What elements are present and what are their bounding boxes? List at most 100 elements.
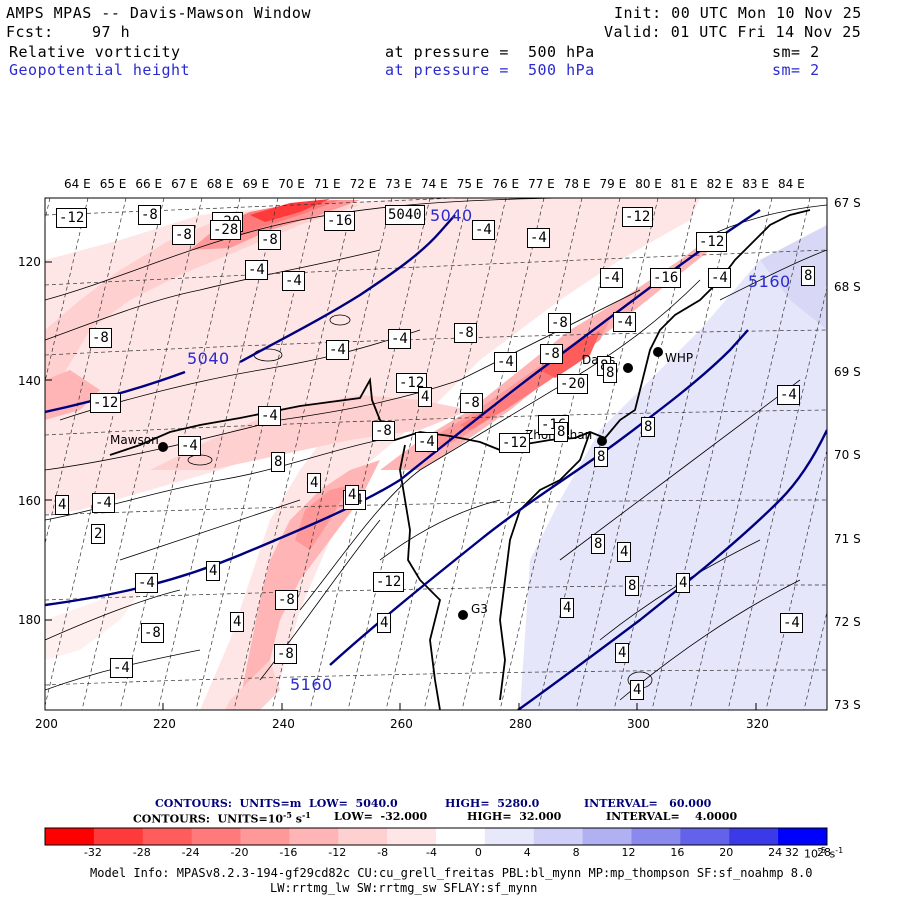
vorticity-value-label: -4 [245, 260, 268, 280]
colorbar-swatch [778, 828, 828, 845]
legend-vort-units-s: s [291, 812, 302, 826]
vorticity-value-label: -4 [472, 220, 495, 240]
colorbar-swatch [45, 828, 95, 845]
latitude-label: 70 S [834, 448, 861, 462]
longitude-label: 79 E [599, 177, 627, 191]
vorticity-value-label: -8 [141, 623, 164, 643]
legend-vort-units-exp: -5 [283, 810, 292, 820]
colorbar-tick-label: 24 [768, 846, 783, 859]
colorbar-tick-label: 4 [523, 846, 531, 859]
vorticity-value-label: -4 [494, 352, 517, 372]
colorbar-tick-label: 0 [474, 846, 482, 859]
vorticity-value-label: -4 [600, 268, 623, 288]
vorticity-value-label: -4 [92, 493, 115, 513]
x-tick-label: 240 [272, 717, 295, 731]
vorticity-value-label: 4 [617, 542, 632, 562]
vorticity-value-label: 4 [345, 485, 360, 505]
colorbar-swatch [191, 828, 241, 845]
longitude-label: 65 E [99, 177, 127, 191]
colorbar-tick-label: -4 [426, 846, 437, 859]
fcst-label: Fcst: [6, 23, 54, 41]
colorbar-swatch [142, 828, 193, 845]
field1-smoothing: sm= 2 [772, 43, 820, 61]
colorbar-unit-s: s [825, 847, 836, 861]
latitude-label: 72 S [834, 615, 861, 629]
y-tick-label: 180 [18, 613, 41, 627]
longitude-label: 83 E [742, 177, 769, 191]
vorticity-value-label: 5040 [385, 205, 425, 225]
vorticity-value-label: 4 [230, 612, 245, 632]
longitude-label: 75 E [456, 177, 484, 191]
station-zhongshan-marker[interactable] [597, 436, 607, 446]
field2-name: Geopotential height [9, 61, 191, 79]
vorticity-value-label: -4 [326, 340, 349, 360]
longitude-label: 80 E [635, 177, 662, 191]
field2-level: at pressure = 500 hPa [385, 61, 595, 79]
longitude-label: 74 E [421, 177, 448, 191]
colorbar-swatch [631, 828, 681, 845]
vorticity-value-label: -8 [454, 323, 477, 343]
colorbar-swatch [240, 828, 290, 845]
longitude-label: 68 E [206, 177, 234, 191]
colorbar-tick-label: -28 [132, 846, 151, 859]
latitude-label: 69 S [834, 365, 861, 379]
vorticity-value-label: -20 [557, 374, 589, 394]
station-g3-marker[interactable] [458, 610, 468, 620]
longitude-label: 76 E [492, 177, 520, 191]
station-mawson-marker[interactable] [158, 442, 168, 452]
legend-height-interval: INTERVAL= 60.000 [584, 797, 712, 810]
latitude-label: 67 S [834, 196, 861, 210]
longitude-label: 72 E [349, 177, 377, 191]
vorticity-value-label: 8 [594, 447, 609, 467]
longitude-label: 78 E [563, 177, 591, 191]
station-whp-marker[interactable] [653, 347, 663, 357]
longitude-label: 70 E [278, 177, 305, 191]
station-markers [158, 347, 663, 620]
init-time: Init: 00 UTC Mon 10 Nov 25 [614, 4, 862, 22]
vorticity-value-label: 4 [615, 643, 630, 663]
field2-smoothing: sm= 2 [772, 61, 820, 79]
vorticity-value-label: -4 [258, 406, 281, 426]
model-info-2: LW:rrtmg_lw SW:rrtmg_sw SFLAY:sf_mynn [270, 881, 538, 895]
legend-vort-contours: CONTOURS: UNITS=10-5 s-1 [133, 810, 311, 826]
colorbar-tick-label: 20 [719, 846, 734, 859]
longitude-label: 69 E [242, 177, 270, 191]
vorticity-value-label: -4 [178, 436, 201, 456]
fcst-value: 97 h [92, 23, 131, 41]
coastline [109, 209, 811, 710]
legend-vort-units-sexp: -1 [301, 810, 311, 820]
vorticity-value-label: -8 [540, 344, 563, 364]
vorticity-value-label: -8 [89, 328, 112, 348]
colorbar-tick-label: -12 [328, 846, 347, 859]
vorticity-value-label: -8 [275, 590, 298, 610]
station-davis-marker[interactable] [623, 363, 633, 373]
legend-vort-interval: INTERVAL= 4.0000 [606, 810, 738, 823]
vorticity-value-label: 4 [418, 387, 433, 407]
colorbar-tick-label: 12 [621, 846, 636, 859]
vorticity-value-label: -4 [110, 658, 133, 678]
longitude-label: 71 E [313, 177, 341, 191]
longitude-label: 84 E [778, 177, 805, 191]
legend-vort-high: HIGH= 32.000 [467, 810, 562, 823]
vorticity-value-label: 4 [377, 613, 392, 633]
vorticity-value-label: -28 [210, 220, 242, 240]
vorticity-value-label: -4 [415, 432, 438, 452]
vorticity-value-label: -16 [650, 268, 682, 288]
latitude-label: 71 S [834, 532, 861, 546]
vorticity-value-label: -16 [324, 211, 356, 231]
colorbar-swatch [436, 828, 486, 845]
colorbar-swatch [582, 828, 632, 845]
x-tick-label: 200 [35, 717, 58, 731]
colorbar-swatch [484, 828, 535, 845]
vorticity-value-label: -4 [282, 271, 305, 291]
vorticity-value-label: 8 [591, 534, 606, 554]
field1-name: Relative vorticity [9, 43, 181, 61]
legend-height-high: HIGH= 5280.0 [445, 797, 540, 810]
vorticity-value-label: 4 [55, 495, 70, 515]
y-tick-label: 120 [18, 255, 41, 269]
axis-ticks [44, 261, 757, 710]
vorticity-value-label: 4 [630, 680, 645, 700]
vorticity-value-label: -8 [372, 421, 395, 441]
station-label-whp: WHP [665, 351, 694, 365]
